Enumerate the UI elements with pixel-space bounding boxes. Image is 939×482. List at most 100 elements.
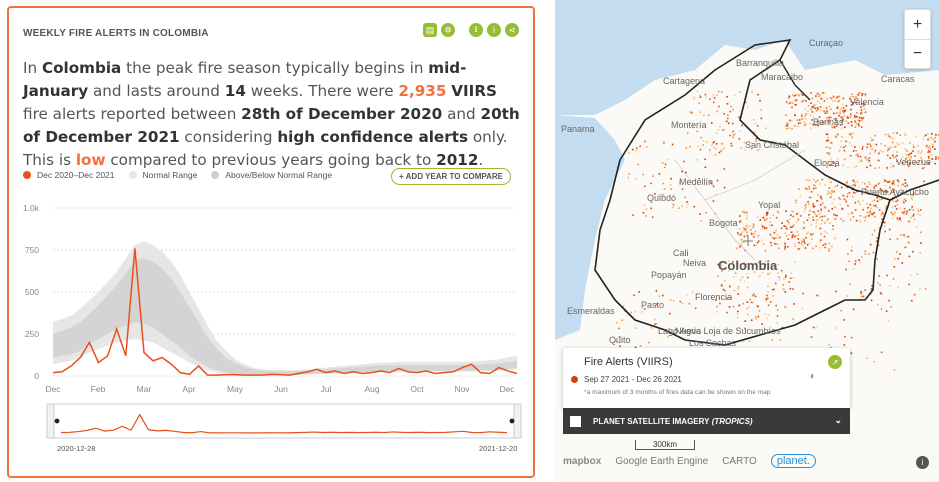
map-label-colombia: Colombia	[718, 258, 778, 273]
map-label-popay-n: Popayán	[651, 270, 687, 280]
normal-range-band	[53, 258, 517, 375]
brush-dot-right	[509, 418, 515, 424]
x-tick-label: Jul	[321, 384, 332, 394]
x-tick-label: Feb	[91, 384, 106, 394]
widget-toolbar: ▤ ✲ ⭳ i ⋖	[423, 23, 519, 37]
map-label-monter-a: Montería	[671, 120, 707, 130]
planet-checkbox[interactable]	[570, 415, 581, 427]
layer-color-dot	[571, 376, 578, 383]
planet-label: PLANET SATELLITE IMAGERY	[593, 416, 710, 426]
x-tick-label: Nov	[454, 384, 470, 394]
book-icon[interactable]: ▤	[423, 23, 437, 37]
pacific-ocean	[555, 115, 625, 340]
map-label-yopal: Yopal	[758, 200, 781, 210]
layer-legend-card: Fire Alerts (VIIRS) ↗ Sep 27 2021 - Dec …	[563, 348, 850, 408]
planet-imagery-bar[interactable]: PLANET SATELLITE IMAGERY (TROPICS) ⌄	[563, 408, 850, 434]
share-icon[interactable]: ⋖	[505, 23, 519, 37]
x-tick-label: Dec	[45, 384, 61, 394]
x-tick-label: Apr	[182, 384, 195, 394]
map-label-venezue: Venezue	[896, 157, 932, 167]
gear-icon[interactable]: ✲	[441, 23, 455, 37]
brush-dot-left	[54, 418, 60, 424]
y-tick-label: 1.0k	[23, 203, 40, 213]
fire-alerts-widget: WEEKLY FIRE ALERTS IN COLOMBIA ▤ ✲ ⭳ i ⋖…	[7, 6, 535, 478]
above-below-range-band	[53, 241, 517, 376]
map-label-pasto: Pasto	[641, 300, 665, 310]
map-label-neiva: Neiva	[683, 258, 707, 268]
y-tick-label: 250	[25, 329, 39, 339]
brush-series-line	[60, 413, 508, 434]
brush-end-label: 2021-12-20	[479, 444, 518, 453]
x-tick-label: Dec	[499, 384, 515, 394]
map-label-cura-ao: Curaçao	[809, 38, 844, 48]
brush-start-label: 2020-12-28	[57, 444, 96, 453]
timeline-brush[interactable]	[9, 400, 533, 442]
map-label-panama: Panama	[561, 124, 595, 134]
add-year-button[interactable]: + ADD YEAR TO COMPARE	[391, 168, 511, 185]
venezuela-border	[889, 179, 939, 201]
map-label-cartagena: Cartagena	[663, 76, 706, 86]
x-tick-label: Oct	[410, 384, 424, 394]
map-label-florencia: Florencia	[695, 292, 733, 302]
layer-name: Fire Alerts (VIIRS)	[584, 356, 673, 368]
brush-handle-right[interactable]	[513, 403, 522, 439]
zoom-out-button[interactable]: −	[905, 39, 930, 68]
zoom-control: + −	[904, 9, 931, 69]
map-attribution: mapbox Google Earth Engine CARTO planet.	[563, 454, 816, 468]
planet-logo[interactable]: planet.	[770, 454, 816, 468]
map-scale: 300km	[635, 440, 695, 450]
map-label-los-sachas: Los Sachas	[689, 338, 737, 348]
caribbean-sea	[555, 0, 939, 115]
border-segment	[779, 59, 811, 101]
map-label-puerto-ayacucho: Puerto Ayacucho	[861, 187, 929, 197]
x-tick-label: Jun	[274, 384, 288, 394]
legend-dot-normal	[128, 171, 137, 179]
widget-title: WEEKLY FIRE ALERTS IN COLOMBIA	[23, 28, 209, 39]
map-label-elorza: Elorza	[814, 158, 840, 168]
series-line-current	[52, 248, 518, 376]
map-label-quibd-: Quibdó	[647, 193, 677, 203]
legend-dot-above-below	[211, 171, 220, 179]
map-center-cross	[743, 236, 753, 246]
layer-note: *a maximum of 3 months of fires data can…	[584, 389, 771, 396]
map-info-icon[interactable]: i	[916, 456, 929, 469]
map-label-medell-n: Medellín	[679, 177, 714, 187]
brush-handle-left[interactable]	[46, 403, 55, 439]
legend-dot-current	[23, 171, 31, 179]
map-label-caracas: Caracas	[881, 74, 915, 84]
fire-map[interactable]: Curaçao Barranquilla Maracaibo Caracas Carta…	[555, 0, 939, 482]
chevron-down-icon[interactable]: ⌄	[834, 415, 842, 425]
gee-logo[interactable]: Google Earth Engine	[615, 455, 709, 467]
map-label-lago-agrio: Lago Agrio	[658, 326, 702, 336]
x-tick-label: May	[227, 384, 244, 394]
map-label-bogota: Bogota	[709, 218, 738, 228]
legend-item-above-below[interactable]: Above/Below Normal Range	[211, 170, 332, 180]
map-label-cali: Cali	[673, 248, 689, 258]
x-tick-label: Aug	[364, 384, 379, 394]
map-label-maracaibo: Maracaibo	[761, 72, 804, 82]
map-label-nueva-loja-de-sucumb-os: Nueva Loja de Sucumbíos	[675, 326, 781, 336]
legend-item-normal[interactable]: Normal Range	[128, 170, 197, 180]
map-label-valencia: Valencia	[850, 97, 884, 107]
layer-opacity-icon[interactable]: ◐	[809, 371, 816, 382]
legend-item-current[interactable]: Dec 2020–Dec 2021	[23, 170, 115, 180]
y-tick-label: 0	[34, 371, 39, 381]
fire-alerts-chart[interactable]: 1.0k 750 500 250 0 Dec Feb Mar Apr May Jun Jul Aug Oc…	[9, 196, 533, 396]
carto-logo[interactable]: CARTO	[722, 455, 757, 467]
info-icon[interactable]: i	[487, 23, 501, 37]
mapbox-logo[interactable]: mapbox	[563, 455, 602, 467]
map-label-esmeraldas: Esmeraldas	[567, 306, 615, 316]
map-label-quito: Quito	[609, 335, 631, 345]
download-icon[interactable]: ⭳	[469, 23, 483, 37]
planet-sub-label: (TROPICS)	[711, 416, 753, 426]
widget-sentence: In Colombia the peak fire season typical…	[23, 59, 520, 169]
layer-info-icon[interactable]: ↗	[828, 355, 842, 369]
layer-date-range: Sep 27 2021 - Dec 26 2021	[584, 375, 682, 384]
y-tick-label: 500	[25, 287, 39, 297]
map-label-san-crist-bal: San Cristóbal	[745, 140, 800, 150]
map-label-barinas: Barinas	[813, 117, 844, 127]
zoom-in-button[interactable]: +	[912, 15, 923, 33]
map-label-barranquilla: Barranquilla	[736, 58, 785, 68]
colombia-border	[594, 38, 892, 346]
x-tick-label: Mar	[137, 384, 152, 394]
